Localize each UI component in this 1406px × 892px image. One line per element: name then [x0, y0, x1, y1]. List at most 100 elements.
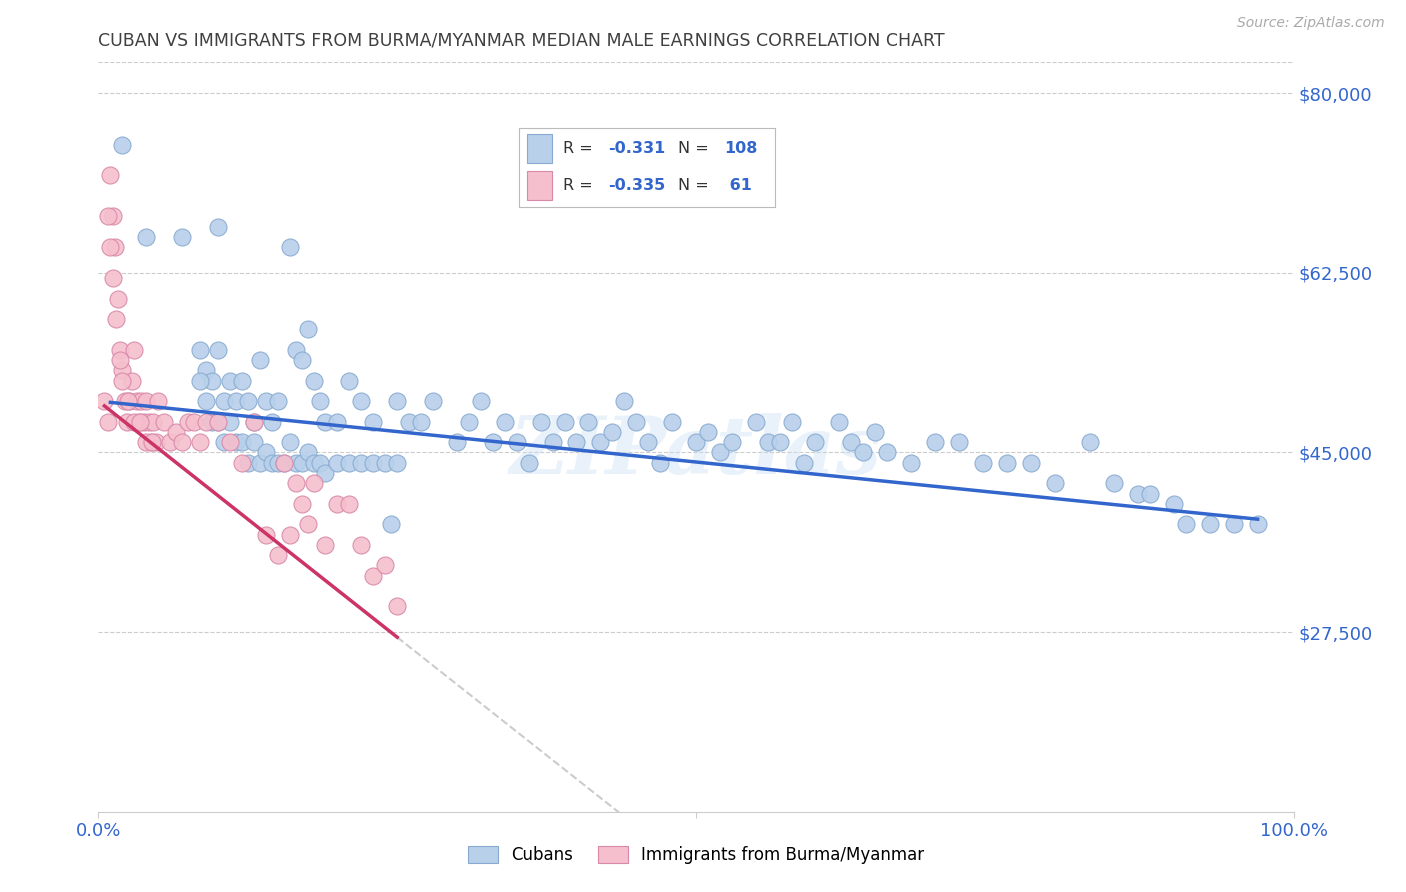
- Point: [721, 435, 744, 450]
- Point: [188, 343, 211, 357]
- Point: [172, 435, 194, 450]
- Point: [876, 445, 898, 459]
- Text: ZIPatlas: ZIPatlas: [510, 413, 882, 491]
- Point: [297, 445, 319, 459]
- Point: [212, 435, 235, 450]
- Point: [1080, 435, 1102, 450]
- Point: [148, 394, 170, 409]
- Point: [243, 415, 266, 429]
- Point: [201, 374, 224, 388]
- Point: [308, 394, 330, 409]
- Point: [236, 394, 259, 409]
- Point: [745, 415, 768, 429]
- Point: [207, 343, 229, 357]
- Text: 61: 61: [724, 178, 752, 193]
- Point: [339, 374, 361, 388]
- Point: [530, 415, 553, 429]
- Point: [385, 456, 409, 470]
- Point: [219, 374, 242, 388]
- Point: [212, 394, 235, 409]
- Legend: Cubans, Immigrants from Burma/Myanmar: Cubans, Immigrants from Burma/Myanmar: [461, 839, 931, 871]
- Point: [494, 415, 516, 429]
- Point: [201, 415, 224, 429]
- Point: [685, 435, 707, 450]
- Point: [768, 435, 790, 450]
- Text: -0.331: -0.331: [609, 142, 666, 156]
- Point: [131, 394, 153, 409]
- Point: [613, 394, 636, 409]
- Point: [254, 394, 277, 409]
- Point: [219, 415, 242, 429]
- Point: [207, 415, 229, 429]
- Point: [231, 374, 253, 388]
- Point: [105, 312, 128, 326]
- Point: [135, 435, 157, 450]
- Point: [135, 230, 157, 244]
- Point: [108, 343, 131, 357]
- Point: [260, 456, 283, 470]
- Point: [273, 456, 295, 470]
- Point: [141, 435, 163, 450]
- Point: [225, 435, 247, 450]
- Point: [302, 456, 325, 470]
- Point: [267, 456, 290, 470]
- Point: [852, 445, 875, 459]
- Point: [117, 394, 139, 409]
- Point: [339, 456, 361, 470]
- Point: [124, 343, 146, 357]
- Point: [648, 456, 672, 470]
- Point: [972, 456, 994, 470]
- Point: [398, 415, 420, 429]
- Point: [1199, 517, 1222, 532]
- Point: [339, 497, 361, 511]
- Point: [756, 435, 779, 450]
- Point: [165, 425, 187, 439]
- Point: [841, 435, 863, 450]
- Point: [101, 271, 124, 285]
- Point: [995, 456, 1018, 470]
- Point: [350, 394, 373, 409]
- Point: [111, 137, 134, 152]
- Point: [125, 394, 148, 409]
- Point: [273, 456, 295, 470]
- Point: [177, 415, 200, 429]
- Point: [481, 435, 505, 450]
- Point: [145, 435, 167, 450]
- Point: [159, 435, 181, 450]
- Text: -0.335: -0.335: [609, 178, 666, 193]
- Point: [254, 445, 277, 459]
- Point: [709, 445, 731, 459]
- Point: [924, 435, 946, 450]
- Point: [97, 415, 120, 429]
- Point: [297, 322, 319, 336]
- Point: [284, 343, 307, 357]
- Point: [139, 435, 162, 450]
- Point: [1163, 497, 1185, 511]
- Point: [138, 415, 160, 429]
- Point: [470, 394, 492, 409]
- Point: [183, 415, 205, 429]
- Point: [111, 363, 134, 377]
- Point: [104, 240, 127, 254]
- Point: [207, 219, 229, 234]
- Point: [243, 415, 266, 429]
- Point: [900, 456, 922, 470]
- Text: CUBAN VS IMMIGRANTS FROM BURMA/MYANMAR MEDIAN MALE EARNINGS CORRELATION CHART: CUBAN VS IMMIGRANTS FROM BURMA/MYANMAR M…: [98, 32, 945, 50]
- Point: [249, 456, 271, 470]
- Point: [326, 456, 349, 470]
- Text: 108: 108: [724, 142, 758, 156]
- Point: [124, 415, 146, 429]
- Point: [1043, 476, 1066, 491]
- Point: [267, 548, 290, 562]
- Point: [865, 425, 887, 439]
- Point: [385, 599, 409, 614]
- Point: [578, 415, 600, 429]
- Point: [446, 435, 468, 450]
- Point: [315, 466, 337, 480]
- Point: [1247, 517, 1270, 532]
- Point: [626, 415, 648, 429]
- Point: [195, 394, 218, 409]
- Text: R =: R =: [562, 142, 598, 156]
- Point: [207, 415, 229, 429]
- Point: [326, 497, 349, 511]
